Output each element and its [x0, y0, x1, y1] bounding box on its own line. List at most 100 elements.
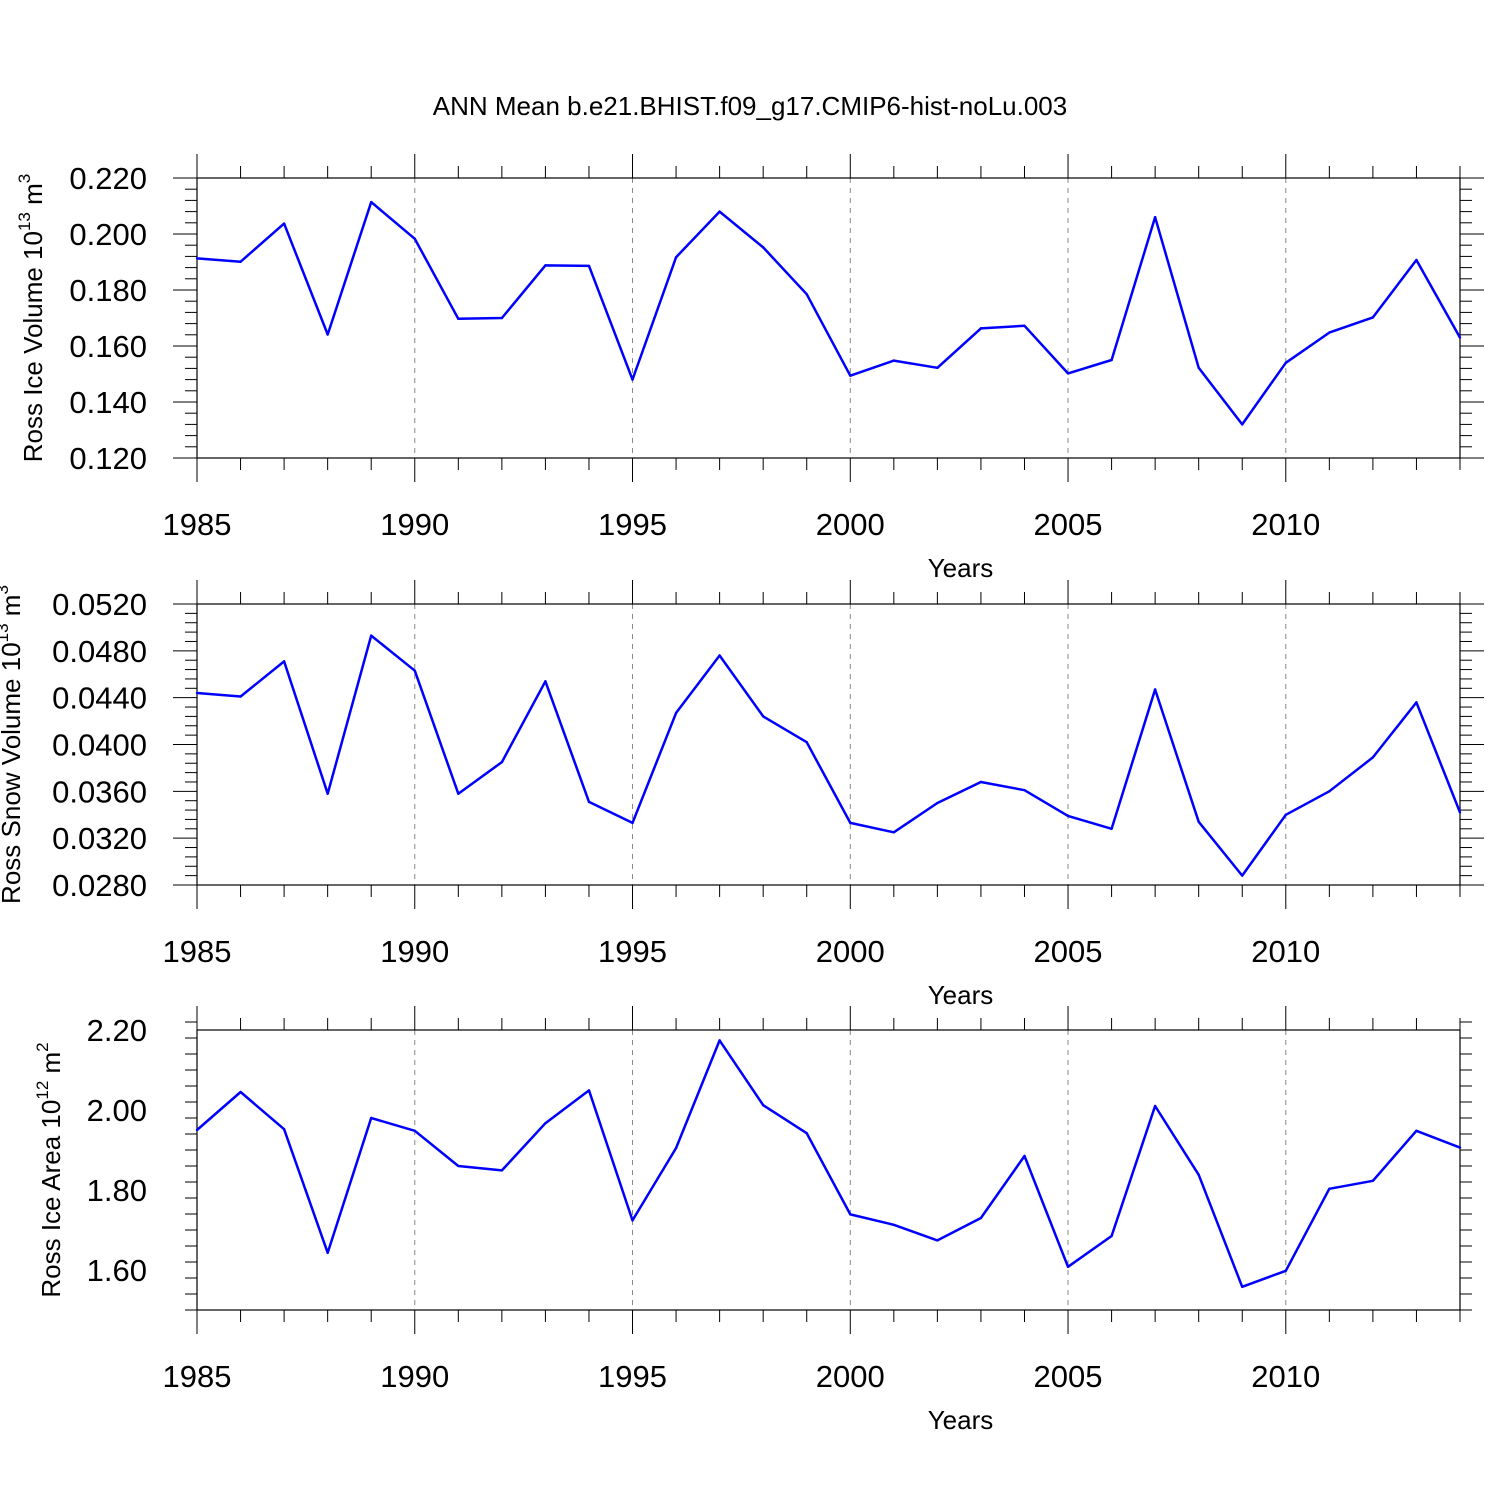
- snow-volume-data-point: [1197, 820, 1200, 823]
- ice-volume-data-point: [500, 316, 504, 320]
- snow-volume-data-point: [457, 792, 460, 795]
- ice-volume-y-tick-label: 0.180: [69, 273, 147, 308]
- snow-volume-x-tick-label: 2000: [816, 934, 885, 969]
- ice-volume-x-tick-label: 2000: [816, 507, 885, 542]
- ice-volume-data-point: [587, 264, 591, 268]
- snow-volume-y-label-unit-exponent: 3: [0, 585, 12, 594]
- snow-volume-data-point: [326, 792, 329, 795]
- ice-area-data-point: [239, 1090, 242, 1094]
- ice-volume-y-tick-label: 0.200: [69, 217, 147, 252]
- ice-volume-series-line: [196, 200, 1462, 426]
- ice-area-x-tick-label: 2005: [1034, 1359, 1103, 1394]
- ice-area-data-point: [674, 1146, 678, 1150]
- ice-area-data-point: [1371, 1179, 1375, 1183]
- snow-volume-plot-frame: [196, 603, 1461, 886]
- ice-area-y-label-exponent: 12: [33, 1081, 52, 1100]
- ice-area-data-point: [587, 1089, 591, 1092]
- snow-volume-data-point: [282, 660, 286, 663]
- ice-area-panel: 1.60 1.80 2.00 2.20 1985 1990 1995 2000 2005 2010…: [33, 1006, 1472, 1435]
- ice-area-y-label-unit: m: [36, 1052, 66, 1081]
- ice-area-data-point: [1284, 1269, 1287, 1273]
- ice-volume-y-label-exponent: 13: [15, 212, 34, 231]
- snow-volume-data-point: [500, 760, 504, 764]
- snow-volume-data-point: [631, 821, 634, 825]
- snow-volume-data-point: [979, 780, 983, 784]
- ice-volume-data-point: [1328, 331, 1331, 334]
- snow-volume-data-point: [1415, 701, 1418, 704]
- ice-volume-data-point: [239, 260, 242, 263]
- snow-volume-x-axis-label: Years: [928, 980, 994, 1010]
- ice-area-x-tick-label: 1985: [163, 1359, 232, 1394]
- ice-area-x-tick-label: 1995: [598, 1359, 667, 1394]
- ice-volume-data-point: [718, 210, 721, 213]
- snow-volume-data-point: [718, 654, 721, 657]
- ice-volume-data-point: [1284, 361, 1287, 364]
- ice-area-y-axis-label: Ross Ice Area 1012 m2: [33, 1042, 66, 1297]
- ice-area-data-point: [718, 1039, 721, 1042]
- ice-volume-y-label-unit-exponent: 3: [15, 174, 34, 183]
- snow-volume-x-tick-label: 1985: [163, 934, 232, 969]
- snow-volume-x-tick-label: 2010: [1251, 934, 1320, 969]
- ice-volume-data-point: [761, 246, 765, 249]
- ice-volume-data-point: [936, 366, 939, 370]
- ice-volume-y-tick-label: 0.120: [69, 441, 147, 476]
- ice-area-data-point: [1458, 1146, 1462, 1149]
- ice-volume-data-point: [979, 327, 983, 330]
- ice-area-data-point: [500, 1169, 504, 1172]
- ice-area-data-point: [1241, 1285, 1244, 1289]
- snow-volume-data-point: [1241, 874, 1244, 877]
- ice-area-series-line: [196, 1039, 1461, 1289]
- ice-volume-data-point: [631, 378, 634, 381]
- snow-volume-data-point: [1284, 813, 1287, 816]
- ice-area-data-point: [282, 1128, 286, 1131]
- ice-area-y-tick-label: 1.80: [87, 1173, 147, 1208]
- ice-area-data-point: [1328, 1187, 1331, 1191]
- ice-volume-data-point: [1153, 216, 1157, 219]
- snow-volume-data-point: [849, 821, 852, 825]
- ice-volume-x-tick-label: 1990: [380, 507, 449, 542]
- ice-area-data-point: [195, 1128, 199, 1132]
- ice-area-data-point: [805, 1132, 808, 1135]
- ice-volume-data-point: [282, 222, 286, 225]
- ice-volume-panel: 0.120 0.140 0.160 0.180 0.200 0.220 1985 1990 19…: [15, 154, 1484, 583]
- ice-volume-data-point: [195, 257, 199, 260]
- snow-volume-y-tick-label: 0.0480: [52, 634, 147, 669]
- ice-area-y-label-unit-exponent: 2: [33, 1042, 52, 1051]
- snow-volume-data-point: [587, 800, 591, 804]
- ice-volume-x-tick-label: 1995: [598, 507, 667, 542]
- snow-volume-y-tick-label: 0.0440: [52, 681, 147, 716]
- ice-volume-data-point: [805, 293, 808, 296]
- ice-volume-data-point: [892, 359, 896, 362]
- ice-area-data-point: [326, 1251, 329, 1255]
- ice-volume-data-point: [1197, 366, 1200, 370]
- ice-area-x-tick-label: 2000: [816, 1359, 885, 1394]
- snow-volume-data-point: [1458, 811, 1462, 814]
- ice-area-y-tick-label: 2.20: [87, 1013, 147, 1048]
- ice-volume-data-point: [544, 264, 547, 267]
- ice-volume-x-tick-label: 2005: [1034, 507, 1103, 542]
- ice-area-x-tick-label: 2010: [1251, 1359, 1320, 1394]
- snow-volume-data-point: [761, 715, 765, 718]
- ice-volume-data-point: [674, 256, 678, 259]
- snow-volume-y-tick-label: 0.0520: [52, 587, 147, 622]
- ice-area-y-tick-label: 2.00: [87, 1093, 147, 1128]
- ice-volume-plot-frame: [196, 177, 1461, 459]
- snow-volume-x-tick-label: 1995: [598, 934, 667, 969]
- snow-volume-data-point: [1153, 688, 1157, 691]
- ice-area-data-point: [413, 1129, 416, 1133]
- ice-volume-y-axis-label: Ross Ice Volume 1013 m3: [15, 174, 48, 463]
- ice-area-x-axis-label: Years: [928, 1405, 994, 1435]
- snow-volume-data-point: [1328, 790, 1331, 793]
- ice-area-data-point: [1153, 1104, 1157, 1108]
- ice-area-data-point: [1066, 1265, 1070, 1269]
- snow-volume-y-tick-label: 0.0280: [52, 868, 147, 903]
- snow-volume-y-tick-label: 0.0320: [52, 821, 147, 856]
- ice-volume-x-tick-label: 2010: [1251, 507, 1320, 542]
- snow-volume-panel: 0.0280 0.0320 0.0360 0.0400 0.0440 0.0480 0.05…: [0, 580, 1484, 1010]
- ice-area-data-point: [1197, 1173, 1200, 1177]
- ice-volume-data-point: [1241, 423, 1244, 426]
- ice-volume-y-tick-label: 0.160: [69, 329, 147, 364]
- ice-area-data-point: [370, 1116, 373, 1120]
- ice-volume-data-point: [413, 237, 416, 240]
